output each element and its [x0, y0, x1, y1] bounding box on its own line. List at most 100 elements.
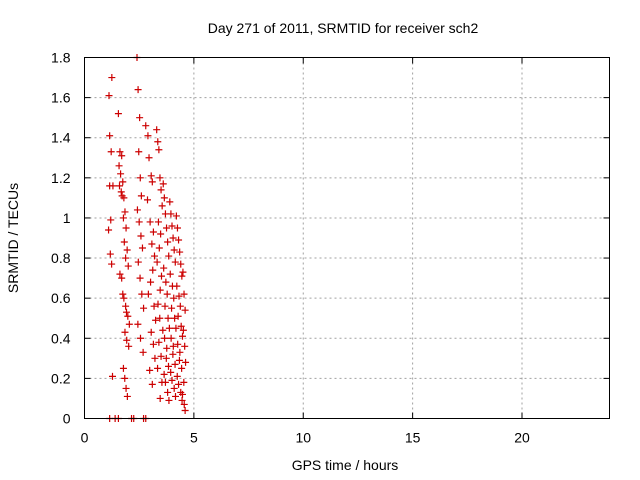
data-point	[155, 244, 163, 252]
data-point	[158, 202, 166, 210]
data-point	[163, 224, 171, 232]
data-point	[166, 198, 174, 206]
data-point	[162, 278, 170, 286]
data-point	[108, 74, 116, 82]
data-point	[108, 260, 116, 268]
data-point	[166, 270, 174, 278]
y-tick-label: 1	[63, 210, 71, 226]
data-point	[172, 392, 179, 400]
data-point	[123, 246, 131, 254]
data-point	[136, 174, 144, 182]
data-point	[175, 356, 183, 364]
data-point	[165, 324, 173, 332]
data-point	[156, 394, 164, 402]
y-tick-label: 0.2	[51, 370, 71, 386]
data-point	[107, 216, 115, 224]
data-point	[156, 314, 164, 322]
data-point	[174, 312, 182, 320]
data-point	[106, 132, 114, 140]
data-point	[139, 348, 147, 356]
data-point	[175, 380, 183, 388]
data-point	[177, 260, 185, 268]
data-point	[179, 326, 187, 334]
data-point	[154, 364, 162, 372]
data-point	[106, 182, 114, 190]
plot-frame	[84, 57, 610, 419]
data-point	[176, 302, 184, 310]
data-point	[149, 266, 157, 274]
data-point	[116, 270, 124, 278]
data-point	[170, 246, 178, 254]
data-point	[114, 110, 122, 118]
data-point	[169, 350, 177, 358]
data-point	[121, 328, 129, 336]
data-point	[164, 238, 172, 246]
x-tick-label: 15	[405, 430, 421, 446]
data-point	[154, 138, 162, 146]
data-point	[160, 194, 168, 202]
data-point	[165, 396, 173, 404]
data-point	[176, 348, 184, 356]
data-point	[147, 278, 155, 286]
data-point	[137, 334, 144, 342]
data-point	[116, 182, 123, 190]
data-point	[134, 320, 142, 328]
data-point	[148, 240, 156, 248]
data-point	[136, 114, 144, 122]
data-point	[181, 406, 189, 414]
data-point	[105, 226, 113, 234]
data-point	[135, 148, 143, 156]
data-point	[124, 312, 132, 320]
y-tick-label: 0.8	[51, 250, 71, 266]
data-point	[120, 194, 128, 202]
data-point	[172, 212, 180, 220]
data-point	[168, 304, 176, 312]
data-point	[169, 234, 177, 242]
data-point	[140, 304, 148, 312]
data-point	[122, 254, 130, 262]
data-point	[109, 372, 116, 380]
data-point	[137, 232, 145, 240]
data-point	[118, 152, 126, 160]
data-point	[157, 186, 165, 194]
axis-ticks: 0 5 10 15 20 0 0.2 0.4 0.6 0.8 1 1.2 1.4 1.6 1.8	[51, 50, 610, 446]
data-point	[119, 214, 127, 222]
x-tick-label: 20	[514, 430, 530, 446]
data-point	[164, 388, 172, 396]
data-point	[125, 342, 133, 350]
y-tick-label: 1.8	[51, 50, 71, 66]
data-point	[136, 274, 144, 282]
data-point	[164, 314, 172, 322]
data-point	[154, 300, 162, 308]
data-point	[181, 306, 189, 314]
y-tick-label: 1.2	[51, 170, 71, 186]
data-point	[161, 302, 169, 310]
y-tick-label: 0.6	[51, 290, 71, 306]
data-point	[170, 384, 178, 392]
data-point	[175, 292, 183, 300]
data-point	[117, 188, 125, 196]
data-point	[105, 92, 113, 100]
x-tick-label: 5	[190, 430, 198, 446]
data-point	[106, 250, 114, 258]
data-point	[156, 174, 164, 182]
data-point	[176, 248, 184, 256]
data-point	[159, 326, 167, 334]
data-point	[147, 172, 155, 180]
data-point	[151, 252, 158, 260]
data-point	[162, 354, 170, 362]
data-point	[169, 342, 177, 350]
data-point	[138, 244, 146, 252]
data-point	[180, 400, 188, 408]
data-point	[154, 218, 162, 226]
data-point	[153, 258, 161, 266]
data-point	[116, 148, 124, 156]
data-point	[178, 272, 186, 280]
data-point	[163, 290, 171, 298]
data-point	[158, 272, 165, 280]
data-point	[142, 122, 150, 130]
data-point	[133, 206, 141, 214]
data-point	[123, 392, 131, 400]
data-point	[157, 352, 165, 360]
